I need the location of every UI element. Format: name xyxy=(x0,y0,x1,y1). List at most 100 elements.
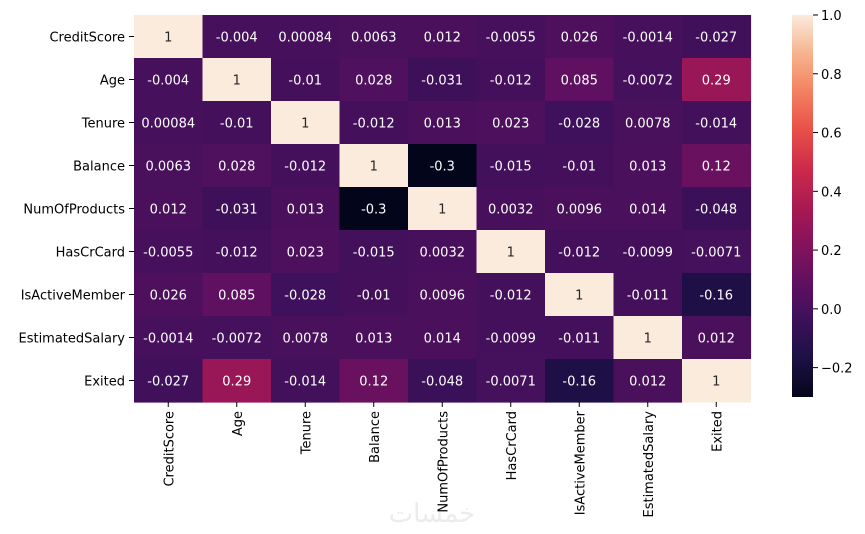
cell-label-IsActiveMember-NumOfProducts: 0.0096 xyxy=(420,289,466,304)
cell-label-Tenure-CreditScore: 0.00084 xyxy=(141,117,195,132)
cell-IsActiveMember-Exited xyxy=(682,273,752,317)
cell-label-Tenure-IsActiveMember: -0.028 xyxy=(558,117,600,132)
cell-IsActiveMember-EstimatedSalary xyxy=(613,273,683,317)
row-label-Age: Age xyxy=(100,74,125,89)
cell-label-NumOfProducts-IsActiveMember: 0.0096 xyxy=(557,203,603,218)
cell-label-EstimatedSalary-Balance: 0.013 xyxy=(355,332,392,347)
cell-label-CreditScore-HasCrCard: -0.0055 xyxy=(486,31,536,46)
cell-EstimatedSalary-Exited xyxy=(682,316,752,360)
cell-label-Age-Exited: 0.29 xyxy=(702,74,731,89)
colorbar-tick-label: 0.8 xyxy=(821,68,842,83)
y-axis: CreditScore Age Tenure Balance NumOfProducts… xyxy=(18,31,134,390)
cell-Age-Balance xyxy=(339,58,409,102)
col-label-Balance: Balance xyxy=(368,411,383,463)
cell-Exited-Balance xyxy=(339,359,409,403)
cell-Tenure-HasCrCard xyxy=(476,101,546,145)
cell-label-Tenure-NumOfProducts: 0.013 xyxy=(424,117,461,132)
cell-Exited-Tenure xyxy=(271,359,341,403)
cell-label-IsActiveMember-Exited: -0.16 xyxy=(699,289,733,304)
cell-CreditScore-CreditScore xyxy=(134,15,204,59)
cell-label-CreditScore-IsActiveMember: 0.026 xyxy=(561,31,598,46)
cell-label-CreditScore-EstimatedSalary: -0.0014 xyxy=(623,31,673,46)
cell-label-Exited-NumOfProducts: -0.048 xyxy=(421,375,463,390)
cell-label-NumOfProducts-CreditScore: 0.012 xyxy=(150,203,187,218)
cell-HasCrCard-NumOfProducts xyxy=(408,230,478,274)
cell-EstimatedSalary-Age xyxy=(202,316,272,360)
cell-label-Exited-HasCrCard: -0.0071 xyxy=(486,375,536,390)
cell-Exited-CreditScore xyxy=(134,359,204,403)
cell-Balance-CreditScore xyxy=(134,144,204,188)
cell-HasCrCard-HasCrCard xyxy=(476,230,546,274)
cell-HasCrCard-CreditScore xyxy=(134,230,204,274)
cell-Age-EstimatedSalary xyxy=(613,58,683,102)
cell-Tenure-CreditScore xyxy=(134,101,204,145)
cell-label-Exited-IsActiveMember: -0.16 xyxy=(562,375,596,390)
cell-label-CreditScore-Exited: -0.027 xyxy=(695,31,737,46)
cell-label-Balance-Age: 0.028 xyxy=(218,160,255,175)
row-label-Tenure: Tenure xyxy=(81,117,125,132)
cell-CreditScore-Balance xyxy=(339,15,409,59)
cell-label-IsActiveMember-Tenure: -0.028 xyxy=(284,289,326,304)
cell-EstimatedSalary-CreditScore xyxy=(134,316,204,360)
cell-Age-NumOfProducts xyxy=(408,58,478,102)
cell-HasCrCard-EstimatedSalary xyxy=(613,230,683,274)
cell-Balance-Age xyxy=(202,144,272,188)
cell-Balance-Tenure xyxy=(271,144,341,188)
cell-Age-HasCrCard xyxy=(476,58,546,102)
cell-IsActiveMember-IsActiveMember xyxy=(545,273,615,317)
cell-Exited-NumOfProducts xyxy=(408,359,478,403)
cell-IsActiveMember-Age xyxy=(202,273,272,317)
cell-NumOfProducts-HasCrCard xyxy=(476,187,546,231)
cell-EstimatedSalary-IsActiveMember xyxy=(545,316,615,360)
cell-label-Age-IsActiveMember: 0.085 xyxy=(561,74,598,89)
cell-HasCrCard-Age xyxy=(202,230,272,274)
cell-label-EstimatedSalary-IsActiveMember: -0.011 xyxy=(558,332,600,347)
cell-Exited-Age xyxy=(202,359,272,403)
cell-label-Balance-Balance: 1 xyxy=(370,160,378,175)
row-label-EstimatedSalary: EstimatedSalary xyxy=(18,332,125,347)
cell-IsActiveMember-Tenure xyxy=(271,273,341,317)
cell-Tenure-IsActiveMember xyxy=(545,101,615,145)
cell-label-NumOfProducts-Tenure: 0.013 xyxy=(287,203,324,218)
cell-HasCrCard-Tenure xyxy=(271,230,341,274)
cell-label-IsActiveMember-HasCrCard: -0.012 xyxy=(490,289,532,304)
cell-label-HasCrCard-CreditScore: -0.0055 xyxy=(143,246,193,261)
cell-NumOfProducts-Tenure xyxy=(271,187,341,231)
cell-HasCrCard-Balance xyxy=(339,230,409,274)
colorbar-tick-label: −0.2 xyxy=(821,362,853,377)
cell-label-CreditScore-Tenure: 0.00084 xyxy=(278,31,332,46)
heatmap-cells: 1 -0.004 0.00084 0.0063 0.012 -0.0055 0.026 -0.… xyxy=(134,15,752,403)
row-label-CreditScore: CreditScore xyxy=(49,31,125,46)
cell-label-Exited-Exited: 1 xyxy=(712,375,720,390)
cell-label-Balance-Exited: 0.12 xyxy=(702,160,731,175)
cell-label-EstimatedSalary-EstimatedSalary: 1 xyxy=(644,332,652,347)
cell-label-Balance-Tenure: -0.012 xyxy=(284,160,326,175)
cell-Age-Age xyxy=(202,58,272,102)
cell-label-Tenure-Balance: -0.012 xyxy=(353,117,395,132)
row-label-Exited: Exited xyxy=(84,375,125,390)
cell-CreditScore-Exited xyxy=(682,15,752,59)
cell-label-Balance-EstimatedSalary: 0.013 xyxy=(629,160,666,175)
cell-Balance-Exited xyxy=(682,144,752,188)
cell-label-Balance-NumOfProducts: -0.3 xyxy=(430,160,455,175)
cell-Tenure-NumOfProducts xyxy=(408,101,478,145)
row-label-Balance: Balance xyxy=(73,160,125,175)
cell-Balance-NumOfProducts xyxy=(408,144,478,188)
cell-CreditScore-Age xyxy=(202,15,272,59)
cell-NumOfProducts-CreditScore xyxy=(134,187,204,231)
watermark: خمسات xyxy=(389,499,476,529)
cell-HasCrCard-IsActiveMember xyxy=(545,230,615,274)
cell-NumOfProducts-Exited xyxy=(682,187,752,231)
row-label-HasCrCard: HasCrCard xyxy=(56,246,125,261)
colorbar-tick-label: 1.0 xyxy=(821,9,842,24)
cell-label-NumOfProducts-NumOfProducts: 1 xyxy=(438,203,446,218)
cell-Age-CreditScore xyxy=(134,58,204,102)
cell-label-Balance-HasCrCard: -0.015 xyxy=(490,160,532,175)
col-label-Tenure: Tenure xyxy=(299,411,314,455)
cell-label-EstimatedSalary-Tenure: 0.0078 xyxy=(283,332,329,347)
cell-label-CreditScore-NumOfProducts: 0.012 xyxy=(424,31,461,46)
cell-label-Exited-Balance: 0.12 xyxy=(359,375,388,390)
cell-label-Exited-CreditScore: -0.027 xyxy=(147,375,189,390)
cell-Exited-IsActiveMember xyxy=(545,359,615,403)
